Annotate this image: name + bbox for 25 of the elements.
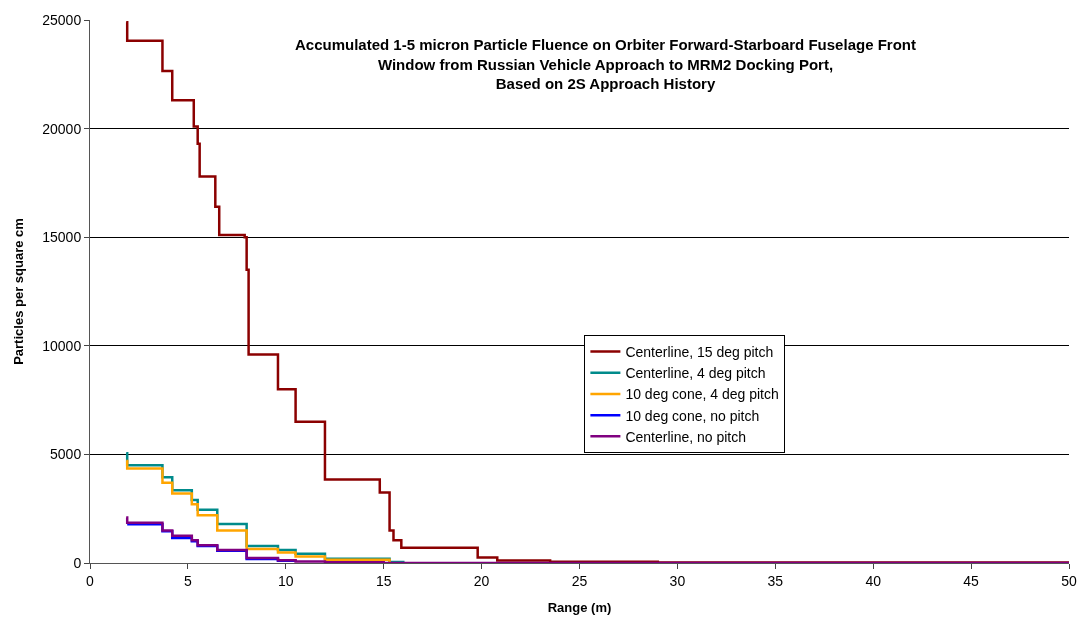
y-tick-label: 10000 [42,337,82,354]
x-tick-label: 30 [669,572,686,589]
x-tick-label: 45 [963,572,980,589]
text: Accumulated 1-5 micron Particle Fluence on Orbiter Forward-Starboard Fuselage Front Window from Russian Vehicle Approach to MRM2 Docking Port, Based on 2S Approach History [295,36,916,92]
y-tick-label: 25000 [42,11,82,28]
legend-label: Centerline, 4 deg pitch [625,365,766,382]
x-tick-label: 0 [86,572,95,589]
x-tick-label: 5 [184,572,192,589]
x-tick-label: 25 [571,572,588,589]
y-tick-label: 0 [73,554,82,571]
legend-label: 10 deg cone, no pitch [625,407,760,424]
legend-label: 10 deg cone, 4 deg pitch [625,386,779,403]
y-tick-label: 15000 [42,229,82,246]
x-axis-title: Range (m) [547,600,612,616]
x-tick-label: 50 [1061,572,1077,589]
x-tick-label: 15 [375,572,392,589]
y-tick-label: 20000 [42,120,82,137]
legend-label: Centerline, 15 deg pitch [625,344,774,360]
y-tick-label: 5000 [50,446,82,463]
y-axis-title: Particles per square cm [11,218,27,365]
x-tick-label: 40 [865,572,882,589]
x-tick-label: 20 [473,572,490,589]
x-tick-label: 35 [767,572,784,589]
legend-label: Centerline, no pitch [625,428,747,445]
x-tick-label: 10 [278,572,294,589]
